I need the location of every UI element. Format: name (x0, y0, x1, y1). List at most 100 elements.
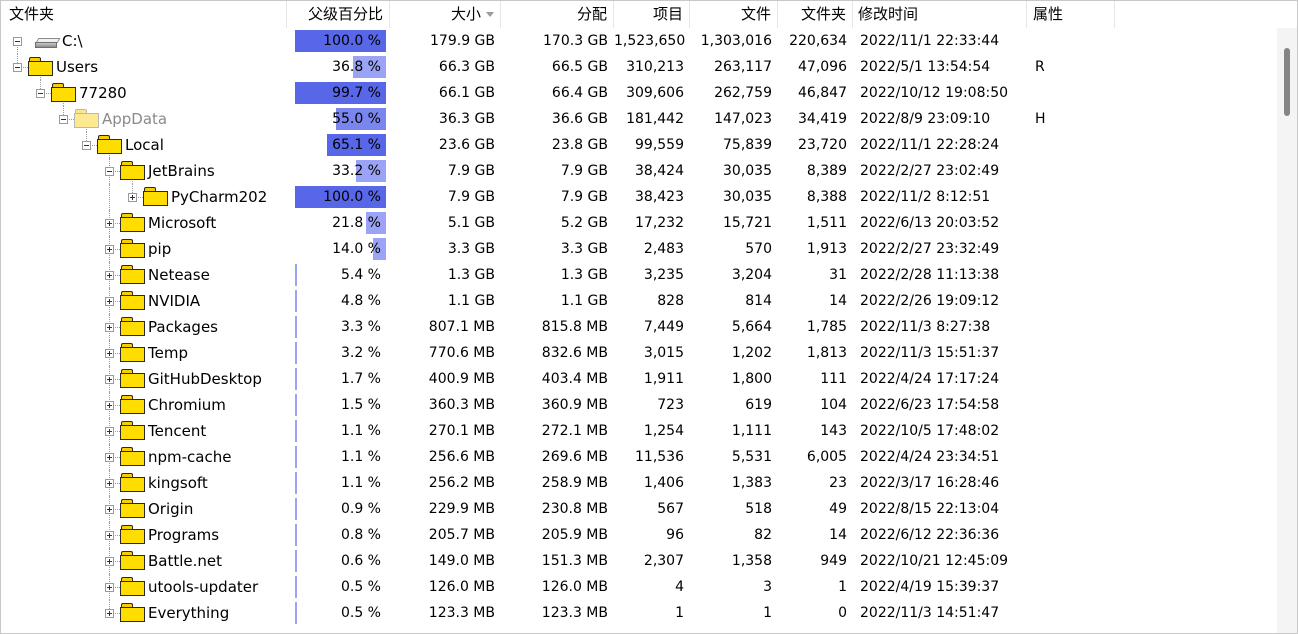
table-row[interactable]: Tencent 1.1 % 270.1 MB 272.1 MB 1,254 1,111 14… (1, 418, 1277, 444)
table-row[interactable]: Local 65.1 % 23.6 GB 23.8 GB 99,559 75,839 23,… (1, 132, 1277, 158)
tree-guide-line (109, 561, 126, 562)
table-row[interactable]: pip 14.0 % 3.3 GB 3.3 GB 2,483 570 1,913 2022/2… (1, 236, 1277, 262)
folders-count: 1,913 (806, 241, 847, 257)
expand-icon[interactable] (105, 297, 114, 306)
folder-icon (120, 525, 145, 544)
tree-guide-line (109, 171, 126, 172)
expand-icon[interactable] (105, 401, 114, 410)
size-value: 149.0 MB (428, 553, 495, 569)
table-row[interactable]: C:\ 100.0 % 179.9 GB 170.3 GB 1,523,650 1,303… (1, 28, 1277, 54)
folders-count: 104 (820, 397, 847, 413)
table-row[interactable]: Netease 5.4 % 1.3 GB 1.3 GB 3,235 3,204 31 2022… (1, 262, 1277, 288)
allocated-value: 3.3 GB (560, 241, 608, 257)
folder-icon (120, 369, 145, 388)
percent-bar (335, 108, 386, 130)
table-row[interactable]: PyCharm202 100.0 % 7.9 GB 7.9 GB 38,423 30,03… (1, 184, 1277, 210)
parent-percent-cell: 36.8 % (295, 56, 386, 78)
expand-icon[interactable] (105, 609, 114, 618)
expand-icon[interactable] (105, 505, 114, 514)
folder-name: Tencent (148, 422, 207, 440)
table-row[interactable]: 77280 99.7 % 66.1 GB 66.4 GB 309,606 262,759 4… (1, 80, 1277, 106)
table-row[interactable]: Packages 3.3 % 807.1 MB 815.8 MB 7,449 5,664 1… (1, 314, 1277, 340)
collapse-icon[interactable] (13, 37, 22, 46)
column-header-folders[interactable]: 文件夹 (778, 1, 853, 28)
column-header-modified[interactable]: 修改时间 (853, 1, 1027, 28)
attributes-value (1027, 418, 1115, 444)
column-header-label: 父级百分比 (307, 5, 383, 23)
expand-icon[interactable] (105, 349, 114, 358)
files-count: 3 (763, 579, 772, 595)
size-value: 360.3 MB (428, 397, 495, 413)
items-count: 1,911 (643, 371, 684, 387)
table-row[interactable]: npm-cache 1.1 % 256.6 MB 269.6 MB 11,536 5,53… (1, 444, 1277, 470)
folder-tree-list[interactable]: C:\ 100.0 % 179.9 GB 170.3 GB 1,523,650 1,303… (1, 28, 1277, 633)
expand-icon[interactable] (105, 375, 114, 384)
tree-cell: C:\ (1, 28, 287, 54)
folder-icon (120, 577, 145, 596)
files-count: 3,204 (731, 267, 772, 283)
collapse-icon[interactable] (59, 115, 68, 124)
expand-icon[interactable] (105, 245, 114, 254)
folder-name: Battle.net (148, 552, 223, 570)
column-header-items[interactable]: 项目 (614, 1, 690, 28)
scrollbar-thumb[interactable] (1284, 48, 1290, 116)
expand-icon[interactable] (105, 219, 114, 228)
tree-guide-line (109, 223, 126, 224)
tree-cell: Everything (1, 600, 287, 626)
expand-icon[interactable] (105, 271, 114, 280)
tree-cell: Tencent (1, 418, 287, 444)
column-header-size[interactable]: 大小 (390, 1, 501, 28)
allocated-value: 66.5 GB (551, 59, 608, 75)
table-row[interactable]: Temp 3.2 % 770.6 MB 832.6 MB 3,015 1,202 1,813… (1, 340, 1277, 366)
table-row[interactable]: AppData 55.0 % 36.3 GB 36.6 GB 181,442 147,02… (1, 106, 1277, 132)
expand-icon[interactable] (128, 193, 137, 202)
column-header-files[interactable]: 文件 (690, 1, 778, 28)
files-count: 30,035 (723, 163, 772, 179)
expand-icon[interactable] (105, 479, 114, 488)
expand-icon[interactable] (105, 323, 114, 332)
collapse-icon[interactable] (82, 141, 91, 150)
table-row[interactable]: NVIDIA 4.8 % 1.1 GB 1.1 GB 828 814 14 2022/2/26… (1, 288, 1277, 314)
percent-bar (295, 446, 297, 468)
collapse-icon[interactable] (13, 63, 22, 72)
attributes-value (1027, 80, 1115, 106)
size-value: 1.3 GB (447, 267, 495, 283)
folder-icon (120, 473, 145, 492)
allocated-value: 360.9 MB (541, 397, 608, 413)
expand-icon[interactable] (105, 453, 114, 462)
table-row[interactable]: Programs 0.8 % 205.7 MB 205.9 MB 96 82 14 2022/… (1, 522, 1277, 548)
vertical-scrollbar[interactable] (1277, 28, 1297, 633)
collapse-icon[interactable] (105, 167, 114, 176)
table-row[interactable]: kingsoft 1.1 % 256.2 MB 258.9 MB 1,406 1,383 2… (1, 470, 1277, 496)
collapse-icon[interactable] (36, 89, 45, 98)
tree-guide-line (109, 405, 126, 406)
allocated-value: 1.1 GB (560, 293, 608, 309)
percent-value: 21.8 % (332, 215, 381, 231)
percent-value: 65.1 % (332, 137, 381, 153)
table-row[interactable]: utools-updater 0.5 % 126.0 MB 126.0 MB 4 3 1 20… (1, 574, 1277, 600)
size-value: 7.9 GB (447, 163, 495, 179)
expand-icon[interactable] (105, 427, 114, 436)
column-header-parent-pct[interactable]: 父级百分比 (287, 1, 390, 28)
column-header-attributes[interactable]: 属性 (1027, 1, 1115, 28)
table-row[interactable]: Microsoft 21.8 % 5.1 GB 5.2 GB 17,232 15,721 1… (1, 210, 1277, 236)
column-header-folder[interactable]: 文件夹 (1, 1, 287, 28)
attributes-value (1027, 314, 1115, 340)
allocated-value: 1.3 GB (560, 267, 608, 283)
table-row[interactable]: Battle.net 0.6 % 149.0 MB 151.3 MB 2,307 1,35… (1, 548, 1277, 574)
table-row[interactable]: Everything 0.5 % 123.3 MB 123.3 MB 1 1 0 2022/1… (1, 600, 1277, 626)
expand-icon[interactable] (105, 557, 114, 566)
table-row[interactable]: GitHubDesktop 1.7 % 400.9 MB 403.4 MB 1,911 1… (1, 366, 1277, 392)
expand-icon[interactable] (105, 531, 114, 540)
table-row[interactable]: Origin 0.9 % 229.9 MB 230.8 MB 567 518 49 2022/… (1, 496, 1277, 522)
folders-count: 49 (829, 501, 847, 517)
items-count: 38,424 (635, 163, 684, 179)
table-row[interactable]: Chromium 1.5 % 360.3 MB 360.9 MB 723 619 104 20… (1, 392, 1277, 418)
size-value: 66.1 GB (438, 85, 495, 101)
expand-icon[interactable] (105, 583, 114, 592)
files-count: 5,531 (731, 449, 772, 465)
table-row[interactable]: JetBrains 33.2 % 7.9 GB 7.9 GB 38,424 30,035 8… (1, 158, 1277, 184)
column-header-allocated[interactable]: 分配 (501, 1, 614, 28)
table-row[interactable]: Users 36.8 % 66.3 GB 66.5 GB 310,213 263,117 4… (1, 54, 1277, 80)
tree-cell: Programs (1, 522, 287, 548)
